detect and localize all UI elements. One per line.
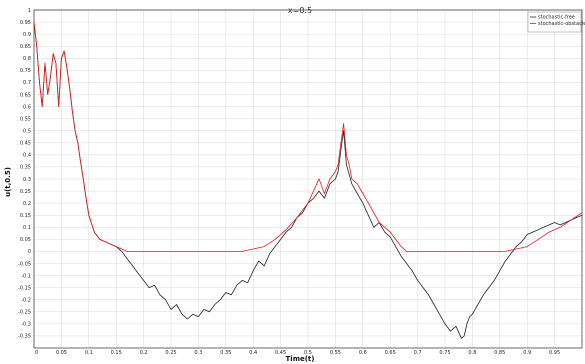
y-tick-label: 0.55 [20,116,31,122]
y-tick-label: 0.5 [23,129,31,135]
grid [33,9,582,348]
x-tick-label: 0.6 [359,350,367,356]
x-tick-label: 0.15 [111,350,122,356]
x-tick-label: 0.85 [494,350,505,356]
x-tick-label: 0.8 [468,350,476,356]
legend-box [527,11,582,33]
x-tick-label: 0.75 [439,350,450,356]
y-tick-label: 0.25 [20,189,31,195]
chart-title: x=0.5 [288,6,312,15]
y-tick-label: -0.25 [18,310,31,316]
y-tick-label: 0.3 [23,177,31,183]
y-tick-label: -0.35 [18,334,31,340]
x-tick-label: 0.2 [140,350,148,356]
x-tick-label: 0.9 [523,350,531,356]
x-tick-labels: 0 0.05 0.1 0.15 0.2 0.25 0.3 0.35 0.4 0.45 0.5 0.55… [35,350,560,356]
x-tick-label: 0.55 [330,350,341,356]
series-line-stochastic-obstacle [33,22,583,252]
y-tick-label: 0.15 [20,213,31,219]
y-tick-label: 0.4 [23,153,31,159]
x-tick-label: 0.65 [385,350,396,356]
x-tick-label: 0.45 [275,350,286,356]
y-axis-label: u(t,0.5) [4,167,12,197]
y-tick-label: 0.65 [20,92,31,98]
y-tick-labels: -0.35 -0.3 -0.25 -0.2 -0.15 -0.1 -0.05 0 0.05 0.1… [18,8,31,340]
x-tick-label: 0.25 [165,350,176,356]
y-tick-label: 1 [28,8,31,14]
x-tick-label: 0.4 [249,350,257,356]
plot-frame [33,9,583,349]
y-tick-label: 0.05 [20,237,31,243]
y-tick-label: 0.7 [23,80,31,86]
x-tick-label: 0.95 [549,350,560,356]
x-tick-label: 0.1 [85,350,93,356]
y-tick-label: -0.2 [21,298,31,304]
x-tick-label: 0.35 [220,350,231,356]
y-tick-label: 0.95 [20,20,31,26]
y-tick-label: 0.9 [23,32,31,38]
y-tick-label: 0 [28,249,31,255]
x-tick-label: 0.05 [56,350,67,356]
y-tick-label: 0.75 [20,68,31,74]
y-tick-label: 0.35 [20,165,31,171]
y-tick-label: -0.3 [21,322,31,328]
legend-label: stochastic-free [538,15,575,21]
legend-label: stochastic-obstacle [538,21,585,27]
y-tick-label: 0.85 [20,44,31,50]
x-tick-label: 0.3 [194,350,202,356]
y-tick-label: 0.8 [23,56,31,62]
x-tick-label: 0.7 [414,350,422,356]
y-tick-label: -0.15 [18,285,31,291]
x-axis-label: Time(t) [286,355,315,363]
y-tick-label: -0.05 [18,261,31,267]
x-tick-label: 0 [35,350,38,356]
y-tick-label: 0.2 [23,201,31,207]
y-tick-label: 0.1 [23,225,31,231]
y-tick-label: -0.1 [21,273,31,279]
x-tick-label: 0.5 [304,350,312,356]
y-tick-label: 0.45 [20,141,31,147]
series-lines [33,22,583,339]
y-tick-label: 0.6 [23,104,31,110]
